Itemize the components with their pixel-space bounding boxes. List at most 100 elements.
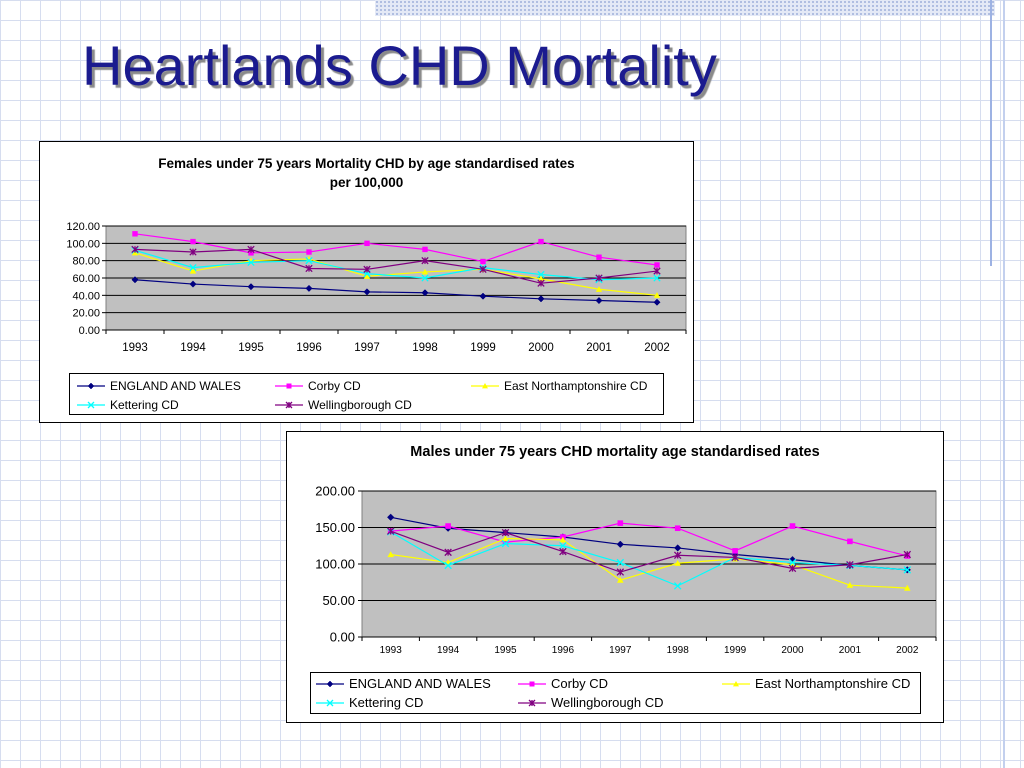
data-point bbox=[559, 536, 567, 543]
legend-marker bbox=[326, 699, 334, 706]
data-point bbox=[189, 280, 197, 288]
data-point bbox=[903, 550, 912, 559]
data-point bbox=[501, 528, 510, 537]
chart-title: Females under 75 years Mortality CHD by … bbox=[40, 154, 693, 192]
legend-item-corby: Corby CD bbox=[517, 676, 608, 691]
data-point bbox=[731, 553, 739, 562]
x-tick-label: 1997 bbox=[354, 342, 380, 354]
y-tick-label: 150.00 bbox=[315, 520, 355, 535]
data-point bbox=[421, 257, 429, 265]
legend-marker bbox=[87, 401, 95, 409]
data-point bbox=[131, 276, 139, 284]
data-point bbox=[595, 296, 603, 305]
data-point bbox=[788, 558, 797, 567]
legend-key-kettering-cd bbox=[316, 699, 344, 706]
data-point bbox=[653, 274, 661, 282]
legend-marker bbox=[528, 699, 536, 706]
legend-label: Kettering CD bbox=[110, 398, 179, 412]
data-point bbox=[502, 535, 509, 542]
data-point bbox=[674, 559, 681, 566]
data-point bbox=[537, 279, 545, 287]
x-tick-label: 1997 bbox=[609, 645, 632, 656]
legend-key-england-and-wales bbox=[77, 382, 105, 390]
data-point bbox=[444, 561, 452, 570]
x-tick-label: 1998 bbox=[667, 645, 690, 656]
series-line bbox=[390, 516, 908, 571]
legend-label: East Northamptonshire CD bbox=[504, 379, 648, 393]
data-point bbox=[189, 267, 197, 274]
data-point bbox=[617, 520, 624, 526]
data-point bbox=[305, 255, 313, 262]
x-tick-label: 1993 bbox=[122, 342, 148, 354]
legend-item-wellingborough: Wellingborough CD bbox=[274, 398, 412, 412]
legend-label: ENGLAND AND WALES bbox=[349, 676, 491, 691]
data-point bbox=[559, 547, 567, 556]
data-point bbox=[537, 270, 545, 279]
legend-key-corby-cd bbox=[275, 383, 303, 389]
legend-label: ENGLAND AND WALES bbox=[110, 379, 241, 393]
series-line bbox=[134, 279, 658, 303]
data-point bbox=[847, 538, 853, 545]
data-point bbox=[189, 248, 197, 256]
x-tick-label: 2002 bbox=[896, 645, 919, 656]
data-point bbox=[616, 558, 625, 567]
data-point bbox=[674, 544, 682, 552]
legend-key-kettering-cd bbox=[77, 401, 105, 409]
data-point bbox=[479, 265, 487, 273]
data-point bbox=[445, 523, 451, 529]
chart-title-line-2: per 100,000 bbox=[329, 175, 404, 190]
data-point bbox=[595, 274, 603, 282]
legend-label: East Northamptonshire CD bbox=[755, 676, 911, 691]
legend-marker bbox=[87, 382, 95, 390]
x-tick-label: 2002 bbox=[644, 342, 670, 354]
y-tick-label: 120.00 bbox=[66, 221, 100, 233]
data-point bbox=[247, 258, 255, 267]
y-tick-label: 50.00 bbox=[322, 593, 355, 608]
series-line bbox=[134, 249, 658, 281]
y-tick-label: 80.00 bbox=[72, 256, 100, 268]
data-point bbox=[653, 267, 661, 275]
data-point bbox=[537, 275, 545, 282]
data-point bbox=[537, 295, 545, 303]
data-point bbox=[789, 523, 796, 529]
data-point bbox=[732, 548, 738, 554]
legend-marker bbox=[326, 680, 334, 687]
y-tick-label: 100.00 bbox=[315, 557, 355, 572]
males-chart: Males under 75 years CHD mortality age s… bbox=[286, 431, 944, 723]
series-line bbox=[390, 531, 908, 587]
legend-key-wellingborough-cd bbox=[275, 401, 303, 409]
data-point bbox=[674, 525, 681, 532]
y-tick-label: 200.00 bbox=[315, 484, 355, 499]
series-wellingborough-cd bbox=[386, 527, 912, 576]
data-point bbox=[653, 298, 661, 306]
data-point bbox=[131, 245, 139, 254]
series-line bbox=[390, 530, 908, 573]
series-line bbox=[390, 522, 908, 557]
males-plot: 0.00 50.00 100.00 150.00 200.00 1993 1994 1995 1… bbox=[315, 484, 937, 656]
data-point bbox=[387, 551, 394, 558]
data-point bbox=[673, 582, 682, 590]
series-line bbox=[390, 537, 908, 589]
data-point bbox=[247, 245, 255, 254]
data-point bbox=[559, 541, 567, 550]
data-point bbox=[363, 265, 371, 273]
data-point bbox=[247, 283, 255, 291]
data-point bbox=[617, 576, 624, 583]
y-tick-label: 0.00 bbox=[79, 325, 100, 337]
data-point bbox=[616, 540, 624, 548]
series-east-northamptonshire-cd bbox=[387, 535, 911, 591]
legend-label: Wellingborough CD bbox=[551, 695, 664, 710]
x-tick-label: 1993 bbox=[380, 645, 403, 656]
x-tick-label: 1996 bbox=[552, 645, 575, 656]
legend-item-kettering: Kettering CD bbox=[76, 398, 179, 412]
y-tick-label: 20.00 bbox=[72, 308, 100, 320]
data-point bbox=[596, 254, 602, 260]
legend-label: Corby CD bbox=[308, 379, 361, 393]
y-tick-label: 0.00 bbox=[330, 630, 355, 645]
y-tick-label: 40.00 bbox=[72, 290, 100, 302]
chart-legend: ENGLAND AND WALES Corby CD East Northamp… bbox=[310, 672, 921, 714]
legend-item-east-northamptonshire: East Northamptonshire CD bbox=[721, 676, 910, 691]
legend-label: Corby CD bbox=[551, 676, 609, 691]
x-tick-label: 1996 bbox=[296, 342, 322, 354]
x-tick-label: 2000 bbox=[781, 645, 804, 656]
